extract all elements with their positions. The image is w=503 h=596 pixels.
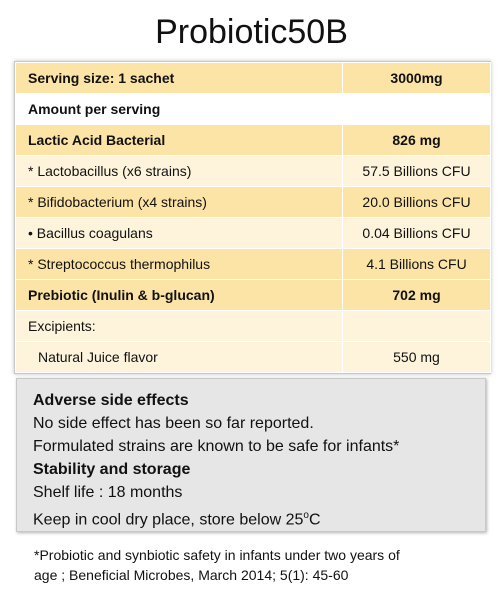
row-label: Lactic Acid Bacterial <box>15 124 343 156</box>
table-row: Lactic Acid Bacterial 826 mg <box>15 124 491 156</box>
row-label: • Bacillus coagulans <box>15 217 343 249</box>
row-value: 702 mg <box>342 279 491 311</box>
row-value <box>342 310 491 342</box>
row-label: * Bifidobacterium (x4 strains) <box>15 186 343 218</box>
row-value: 0.04 Billions CFU <box>342 217 491 249</box>
row-value: 20.0 Billions CFU <box>342 186 491 218</box>
adverse-effects-text: Formulated strains are known to be safe … <box>33 438 400 455</box>
table-row: Natural Juice flavor 550 mg <box>15 341 491 373</box>
row-label: Natural Juice flavor <box>15 341 343 373</box>
table-row: Prebiotic (Inulin & b-glucan) 702 mg <box>15 279 491 311</box>
row-label: * Streptococcus thermophilus <box>15 248 343 280</box>
row-label: Serving size: 1 sachet <box>15 62 343 94</box>
footnote: *Probiotic and synbiotic safety in infan… <box>34 545 484 585</box>
shelf-life-text: Shelf life : 18 months <box>33 484 183 501</box>
row-label: Amount per serving <box>15 93 343 125</box>
row-label: Prebiotic (Inulin & b-glucan) <box>15 279 343 311</box>
table-row: * Bifidobacterium (x4 strains) 20.0 Bill… <box>15 186 491 218</box>
storage-unit: C <box>308 511 321 529</box>
adverse-effects-heading: Adverse side effects <box>33 392 189 409</box>
row-value: 57.5 Billions CFU <box>342 155 491 187</box>
row-value: 3000mg <box>342 62 491 94</box>
storage-text-main: Keep in cool dry place, store below 25 <box>33 511 304 529</box>
row-value: 826 mg <box>342 124 491 156</box>
row-label: * Lactobacillus (x6 strains) <box>15 155 343 187</box>
table-row: * Streptococcus thermophilus 4.1 Billion… <box>15 248 491 280</box>
row-value: 550 mg <box>342 341 491 373</box>
table-row: Serving size: 1 sachet 3000mg <box>15 62 491 94</box>
safety-notes-box: Adverse side effects No side effect has … <box>16 378 486 532</box>
nutrition-table: Serving size: 1 sachet 3000mg Amount per… <box>14 61 491 374</box>
row-value <box>342 93 491 125</box>
table-row: • Bacillus coagulans 0.04 Billions CFU <box>15 217 491 249</box>
stability-heading: Stability and storage <box>33 461 191 478</box>
page-title: Probiotic50B <box>155 13 348 51</box>
adverse-effects-text: No side effect has been so far reported. <box>33 415 314 432</box>
row-value: 4.1 Billions CFU <box>342 248 491 280</box>
table-row: Excipients: <box>15 310 491 342</box>
storage-text: Keep in cool dry place, store below 25oC <box>33 504 469 531</box>
degree-symbol: o <box>303 510 309 521</box>
footnote-line: *Probiotic and synbiotic safety in infan… <box>34 547 400 563</box>
table-row: * Lactobacillus (x6 strains) 57.5 Billio… <box>15 155 491 187</box>
row-label: Excipients: <box>15 310 343 342</box>
footnote-line: age ; Beneficial Microbes, March 2014; 5… <box>34 567 349 583</box>
table-row: Amount per serving <box>15 93 491 125</box>
